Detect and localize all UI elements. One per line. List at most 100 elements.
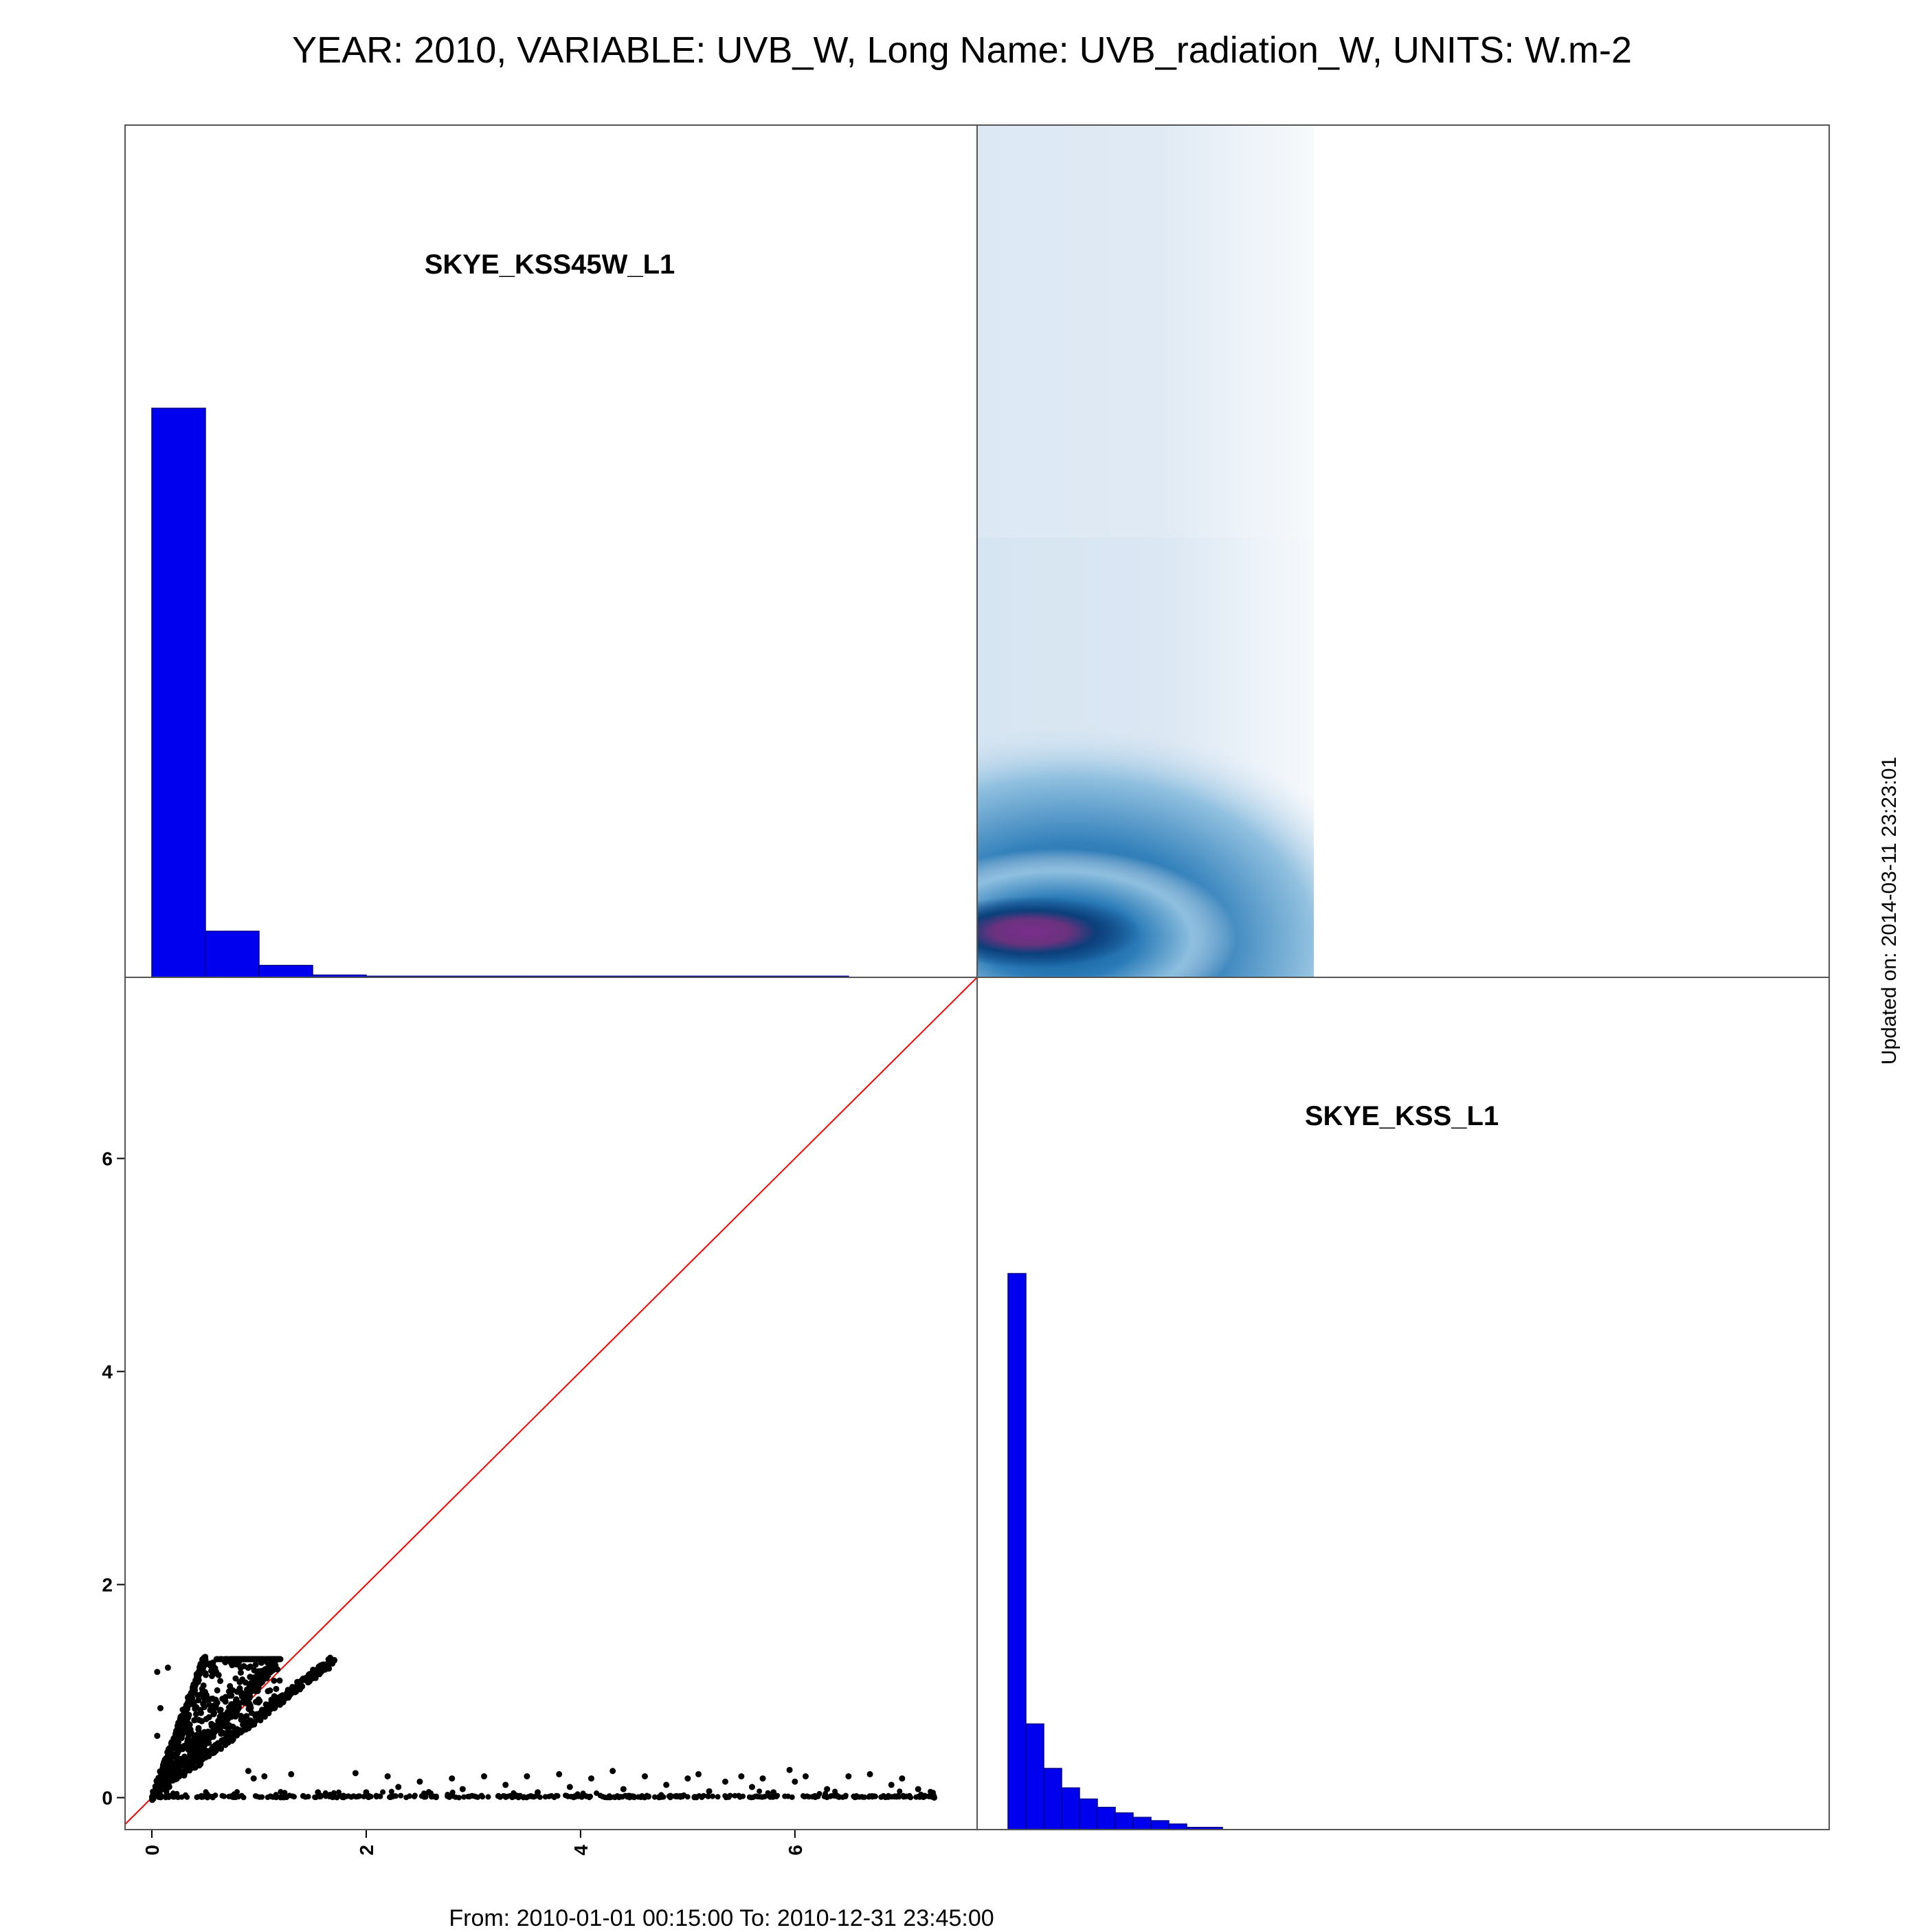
scatter-point <box>190 1699 197 1706</box>
scatter-point <box>770 1789 777 1796</box>
scatter-point <box>288 1770 295 1777</box>
scatter-point <box>684 1794 691 1800</box>
scatter-point <box>228 1793 234 1799</box>
density-peak-region <box>977 896 1141 968</box>
scatter-point <box>226 1711 233 1718</box>
scatter-point <box>171 1745 178 1752</box>
scatter-point <box>233 1726 240 1733</box>
scatter-point <box>609 1768 616 1775</box>
histogram-bar <box>205 931 260 978</box>
scatter-point <box>282 1790 288 1796</box>
scatter-point <box>752 1793 758 1799</box>
scatter-point <box>150 1795 156 1801</box>
scatter-point <box>211 1729 218 1736</box>
scatter-point <box>291 1794 298 1800</box>
scatter-point <box>204 1795 210 1801</box>
scatter-point <box>556 1770 563 1777</box>
scatter-point <box>368 1793 374 1799</box>
panel-label-skye-kss: SKYE_KSS_L1 <box>1305 1101 1499 1131</box>
scatter-point <box>191 1683 198 1689</box>
scatter-point <box>212 1722 219 1729</box>
chart-title: YEAR: 2010, VARIABLE: UVB_W, Long Name: … <box>292 30 1632 71</box>
scatter-point <box>262 1707 269 1714</box>
scatter-point <box>695 1770 702 1777</box>
scatter-point <box>196 1669 203 1676</box>
x-tick-label: 4 <box>570 1845 592 1856</box>
histogram-bar <box>1168 1823 1187 1830</box>
scatter-point <box>247 1685 254 1692</box>
scatter-point <box>616 1795 622 1801</box>
scatter-point <box>208 1696 214 1702</box>
scatter-point <box>206 1701 213 1708</box>
density-top-fade <box>977 125 1314 537</box>
scatter-point <box>164 1792 170 1799</box>
histogram-bar <box>258 964 313 978</box>
scatter-point <box>173 1775 180 1782</box>
scatter-point <box>256 1674 263 1680</box>
scatter-point <box>465 1793 471 1799</box>
scatter-point <box>282 1692 289 1699</box>
scatter-point <box>248 1709 255 1716</box>
scatter-point <box>222 1656 229 1663</box>
scatter-point <box>931 1795 938 1801</box>
scatter-point <box>167 1759 174 1766</box>
histogram-bar <box>1132 1817 1152 1830</box>
scatter-point <box>171 1792 177 1799</box>
scatter-point <box>373 1794 379 1800</box>
scatter-point <box>202 1654 209 1661</box>
scatter-point <box>329 1659 336 1666</box>
scatter-point <box>253 1715 260 1722</box>
scatter-point <box>926 1793 932 1799</box>
scatter-point <box>786 1766 793 1773</box>
x-tick-label: 2 <box>356 1845 377 1856</box>
scatter-point <box>216 1718 223 1725</box>
histogram-bar <box>1061 1787 1080 1830</box>
scatter-point <box>412 1793 418 1799</box>
scatter-point <box>183 1719 190 1726</box>
axis-ticks: 0 2 4 6 0 2 4 6 <box>102 1148 805 1856</box>
scatter-point <box>759 1775 766 1782</box>
scatter-point <box>851 1793 857 1799</box>
scatter-point <box>631 1795 638 1801</box>
scatter-point <box>774 1792 781 1799</box>
scatter-point <box>302 1794 309 1800</box>
scatter-point <box>445 1791 451 1797</box>
scatter-point <box>645 1794 651 1800</box>
scatter-point <box>866 1770 873 1777</box>
scatter-point <box>432 1794 438 1800</box>
scatter-point <box>207 1707 214 1713</box>
scatter-point <box>210 1665 216 1672</box>
scatter-point <box>602 1795 608 1801</box>
scatter-point <box>178 1759 185 1766</box>
scatter-point <box>264 1659 271 1666</box>
scatter-point <box>243 1726 249 1733</box>
scatter-point <box>262 1674 269 1680</box>
scatter-point <box>597 1792 603 1799</box>
y-tick-label: 0 <box>102 1788 113 1809</box>
scatter-point <box>248 1720 255 1726</box>
scatter-point <box>313 1667 320 1674</box>
scatter-point <box>245 1692 251 1699</box>
scatter-point <box>906 1792 913 1799</box>
scatter-point <box>154 1669 161 1676</box>
scatter-point <box>337 1792 343 1799</box>
scatter-point <box>234 1789 240 1795</box>
scatter-point <box>232 1675 239 1682</box>
scatter-point <box>200 1682 207 1689</box>
scatter-point <box>395 1784 402 1790</box>
panel-frame-bottom-right <box>976 977 1830 1830</box>
scatter-point <box>216 1656 223 1663</box>
scatter-point <box>478 1792 484 1799</box>
scatter-point <box>315 1789 322 1796</box>
scatter-point <box>245 1656 252 1663</box>
scatter-point <box>651 1794 658 1800</box>
scatter-point <box>212 1701 219 1708</box>
scatter-point <box>403 1795 410 1801</box>
scatter-point <box>234 1656 241 1663</box>
scatter-point <box>620 1786 627 1792</box>
scatter-point <box>213 1669 220 1676</box>
scatter-point <box>263 1666 270 1673</box>
scatter-point <box>886 1793 892 1799</box>
scatter-point <box>566 1784 573 1790</box>
scatter-point <box>242 1679 249 1686</box>
